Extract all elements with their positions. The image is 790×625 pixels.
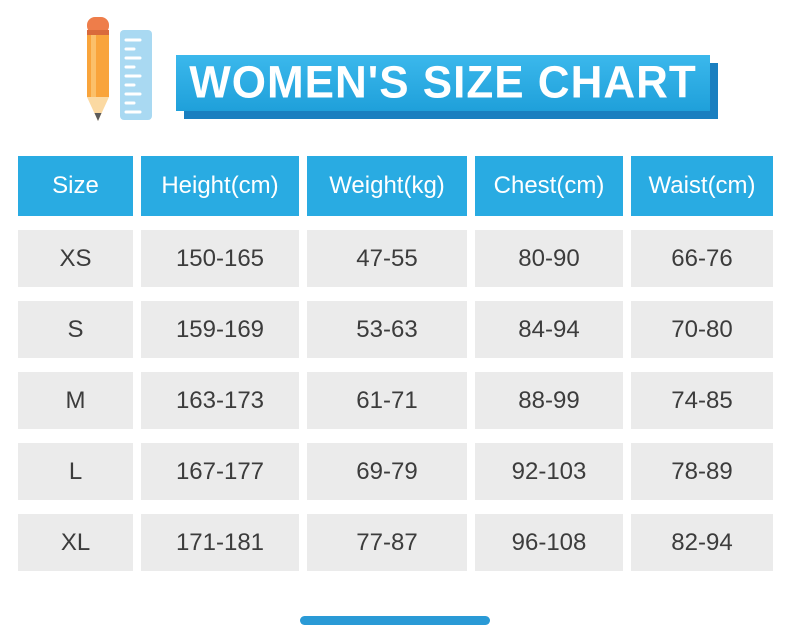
column-header-weight: Weight(kg) [307,156,467,216]
table-cell: 167-177 [141,443,299,500]
table-cell: 150-165 [141,230,299,287]
table-cell: 78-89 [631,443,773,500]
size-chart-table: Size Height(cm) Weight(kg) Chest(cm) Wai… [18,156,773,571]
table-cell: 159-169 [141,301,299,358]
column-header-size: Size [18,156,133,216]
table-cell: 70-80 [631,301,773,358]
column-header-chest: Chest(cm) [475,156,623,216]
pencil-icon [87,17,109,121]
ruler-icon [120,30,152,120]
size-label-cell: S [18,301,133,358]
table-cell: 96-108 [475,514,623,571]
table-cell: 77-87 [307,514,467,571]
page-title: WOMEN'S SIZE CHART [189,57,697,108]
table-cell: 47-55 [307,230,467,287]
column-header-waist: Waist(cm) [631,156,773,216]
table-cell: 171-181 [141,514,299,571]
table-cell: 69-79 [307,443,467,500]
table-cell: 53-63 [307,301,467,358]
bottom-accent-bar [300,616,490,625]
table-cell: 80-90 [475,230,623,287]
size-label-cell: XL [18,514,133,571]
table-cell: 66-76 [631,230,773,287]
table-cell: 88-99 [475,372,623,429]
size-label-cell: M [18,372,133,429]
size-label-cell: L [18,443,133,500]
table-cell: 74-85 [631,372,773,429]
table-cell: 84-94 [475,301,623,358]
size-label-cell: XS [18,230,133,287]
table-cell: 163-173 [141,372,299,429]
table-cell: 82-94 [631,514,773,571]
table-cell: 61-71 [307,372,467,429]
column-header-height: Height(cm) [141,156,299,216]
table-cell: 92-103 [475,443,623,500]
title-banner: WOMEN'S SIZE CHART [176,55,710,111]
